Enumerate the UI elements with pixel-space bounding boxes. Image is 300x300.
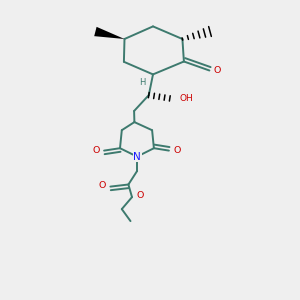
Text: O: O xyxy=(214,66,221,75)
Text: O: O xyxy=(98,181,106,190)
Text: O: O xyxy=(174,146,181,155)
Text: OH: OH xyxy=(179,94,193,103)
Text: O: O xyxy=(92,146,99,155)
Text: N: N xyxy=(133,152,141,162)
Text: O: O xyxy=(136,191,144,200)
Polygon shape xyxy=(94,27,124,39)
Text: H: H xyxy=(139,78,146,87)
